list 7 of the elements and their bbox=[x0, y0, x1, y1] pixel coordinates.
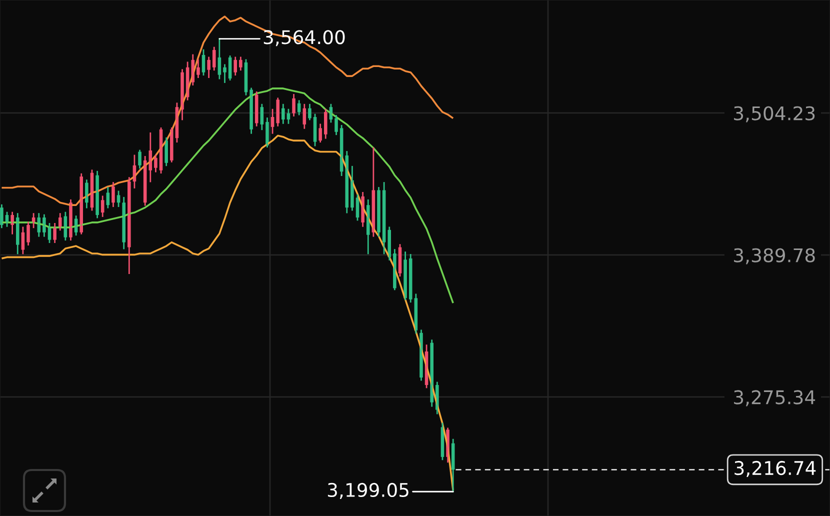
y-tick-label: 3,504.23 bbox=[734, 106, 815, 122]
line-series bbox=[0, 88, 454, 304]
y-tick-label: 3,275.34 bbox=[734, 390, 816, 406]
annotation: 3,199.05 bbox=[328, 482, 408, 499]
y-tick-label: 3,389.78 bbox=[734, 248, 815, 264]
line-series bbox=[0, 16, 454, 206]
ref-line-label: 3,216.74 bbox=[734, 460, 816, 478]
